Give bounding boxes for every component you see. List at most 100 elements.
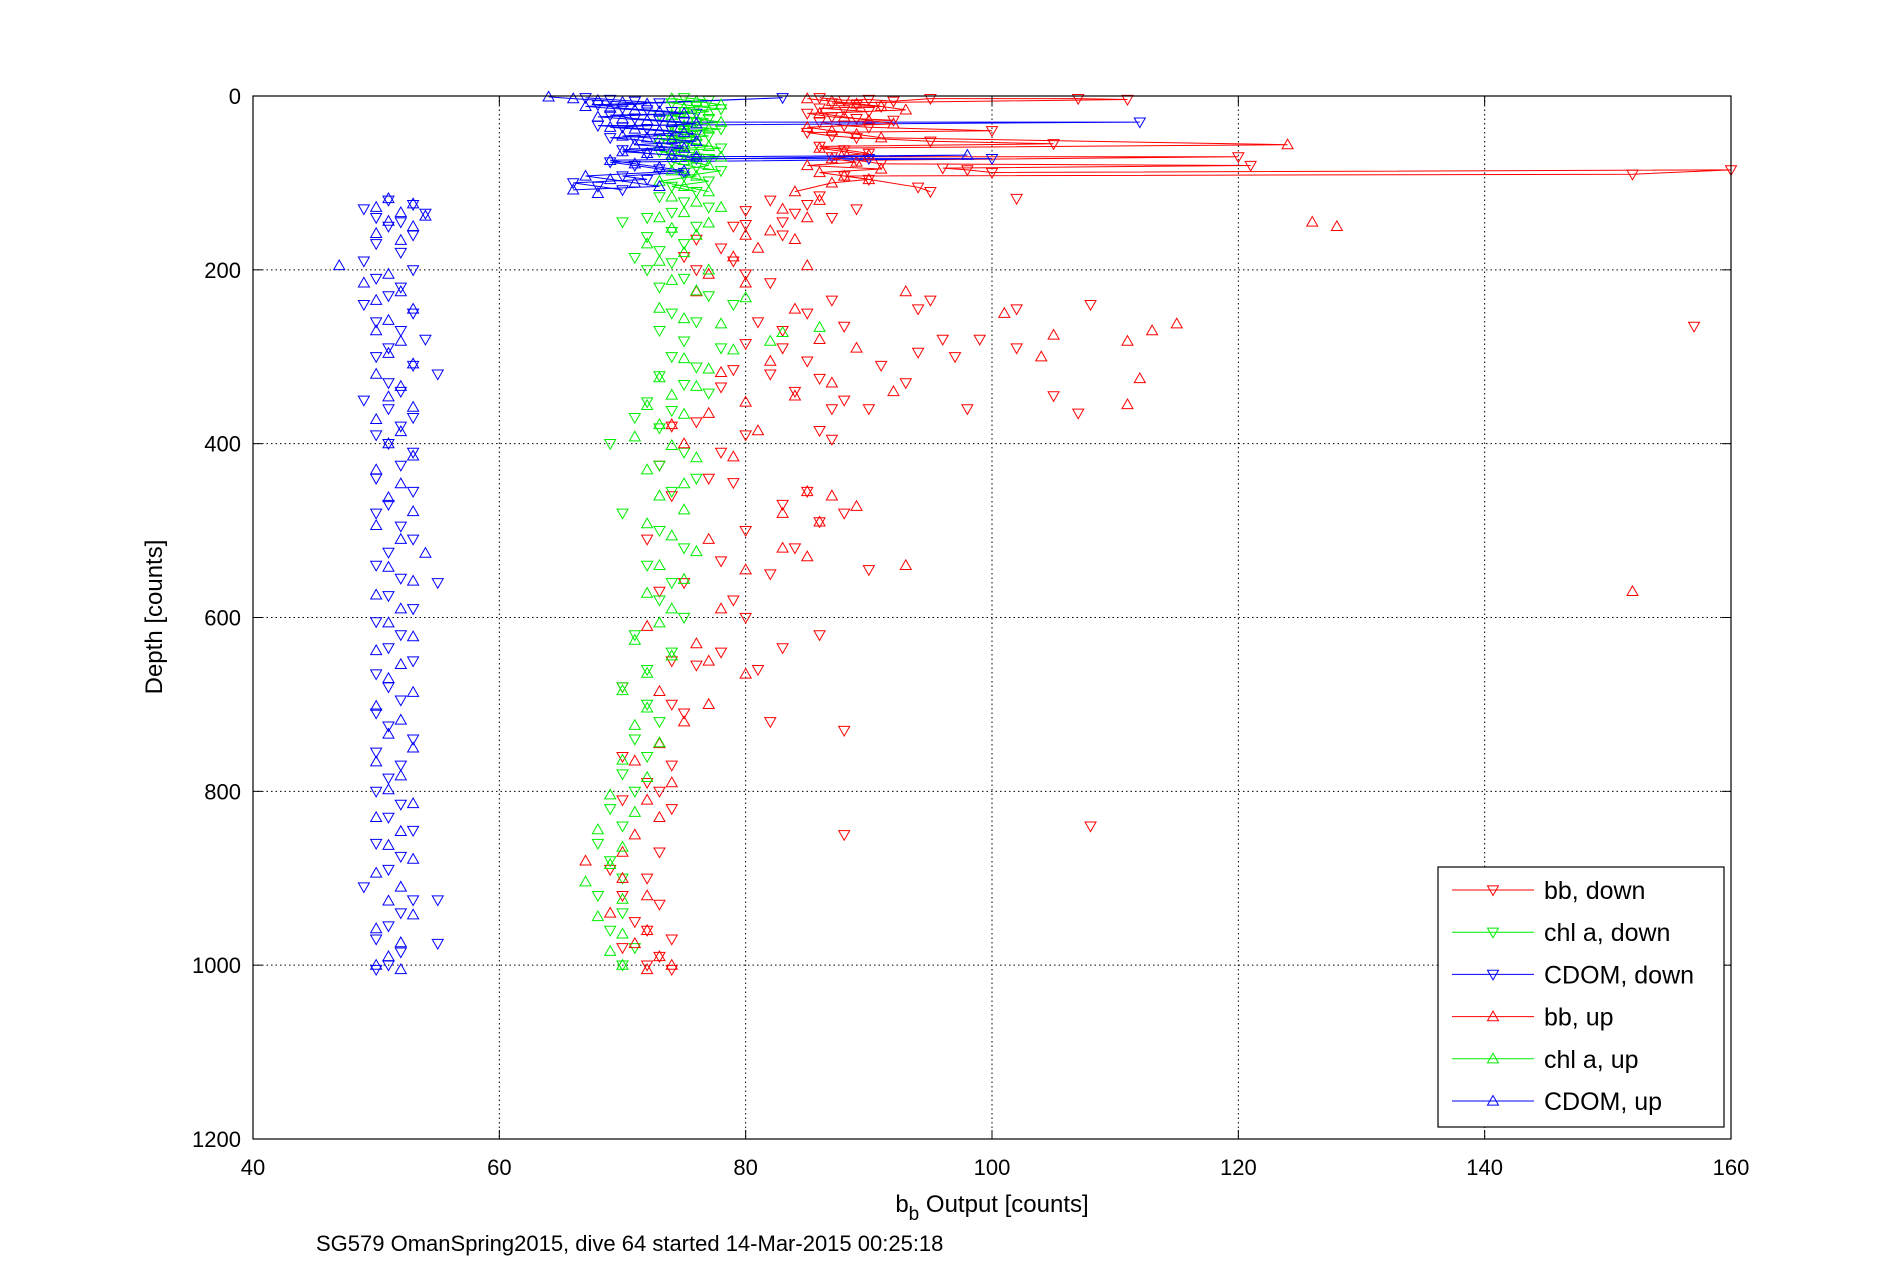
data-point	[616, 769, 629, 781]
data-point	[603, 157, 617, 169]
data-point	[800, 108, 814, 120]
data-point	[690, 112, 703, 124]
data-point	[653, 736, 666, 748]
data-point	[369, 755, 383, 767]
data-point	[665, 491, 679, 503]
data-point	[677, 572, 691, 584]
data-point	[690, 195, 703, 207]
data-point	[406, 685, 420, 697]
data-point	[825, 176, 839, 188]
data-point	[357, 882, 371, 894]
data-point	[406, 360, 420, 372]
data-point	[739, 667, 753, 679]
data-point	[665, 190, 679, 202]
data-point	[850, 499, 863, 511]
data-point	[763, 354, 777, 366]
data-point	[369, 699, 383, 711]
y-tick-label: 1000	[192, 953, 241, 978]
data-point	[702, 406, 716, 418]
data-point	[1071, 93, 1085, 106]
y-tick-label: 1200	[192, 1127, 241, 1152]
data-point	[862, 94, 876, 106]
data-point	[690, 637, 703, 649]
data-point	[394, 379, 408, 391]
data-point	[837, 830, 851, 842]
data-point	[357, 256, 371, 268]
data-point	[677, 197, 691, 209]
y-tick-label: 600	[204, 606, 241, 631]
data-point	[702, 159, 716, 171]
data-point	[394, 532, 408, 544]
data-point	[1084, 821, 1097, 833]
data-point	[369, 518, 383, 530]
data-point	[677, 437, 691, 449]
data-point	[813, 165, 826, 178]
x-tick-label: 40	[241, 1155, 265, 1180]
data-point	[653, 246, 666, 258]
data-point	[406, 604, 420, 616]
data-point	[640, 237, 654, 249]
data-point	[714, 143, 728, 155]
data-point	[653, 595, 666, 607]
data-point	[726, 343, 740, 355]
data-point	[800, 211, 814, 223]
data-point	[837, 395, 851, 407]
legend-label: CDOM, up	[1544, 1088, 1662, 1116]
data-point	[406, 200, 420, 212]
series-line	[659, 98, 722, 193]
series-line	[573, 97, 1140, 191]
data-point	[677, 407, 691, 419]
data-point	[813, 630, 826, 642]
legend-label: chl a, down	[1544, 919, 1670, 947]
data-point	[690, 221, 703, 233]
legend: bb, down chl a, down CDOM, down bb, up chl a…	[1437, 866, 1725, 1128]
data-point	[579, 93, 592, 105]
data-point	[603, 856, 617, 868]
data-point	[382, 214, 395, 226]
data-point	[382, 547, 395, 559]
data-point	[394, 521, 408, 533]
data-point	[640, 131, 654, 143]
series-bb-up	[579, 92, 1639, 975]
data-point	[776, 499, 789, 512]
data-point	[961, 148, 974, 160]
data-point	[677, 106, 691, 119]
data-point	[640, 889, 654, 901]
data-point	[813, 332, 826, 344]
data-point	[776, 541, 789, 553]
data-point	[1121, 94, 1134, 106]
data-point	[825, 131, 839, 143]
legend-swatch-marker	[1486, 1094, 1500, 1106]
data-point	[653, 951, 666, 963]
data-point	[653, 899, 666, 911]
data-point	[653, 460, 666, 472]
data-point	[690, 146, 703, 158]
data-point	[653, 174, 666, 186]
x-axis-title-subscript: b	[909, 1204, 920, 1225]
data-point	[1244, 160, 1258, 173]
data-point	[714, 115, 728, 127]
data-point	[616, 129, 629, 141]
data-point	[911, 304, 925, 316]
data-point	[874, 360, 888, 372]
data-point	[406, 504, 420, 517]
legend-entry: chl a, up	[1452, 1046, 1639, 1074]
data-point	[382, 499, 395, 512]
series-cdom-up	[332, 90, 974, 975]
data-point	[382, 439, 395, 451]
data-point	[406, 825, 420, 837]
data-point	[591, 909, 605, 922]
data-point	[406, 908, 420, 920]
data-point	[813, 103, 826, 115]
data-point	[739, 563, 753, 575]
data-point	[394, 326, 408, 338]
data-point	[899, 103, 913, 115]
data-point	[394, 824, 408, 836]
data-point	[825, 124, 839, 136]
data-point	[862, 113, 876, 125]
data-point	[394, 247, 408, 259]
data-point	[850, 155, 863, 167]
data-point	[616, 95, 629, 107]
data-point	[591, 181, 605, 193]
data-point	[825, 434, 839, 446]
